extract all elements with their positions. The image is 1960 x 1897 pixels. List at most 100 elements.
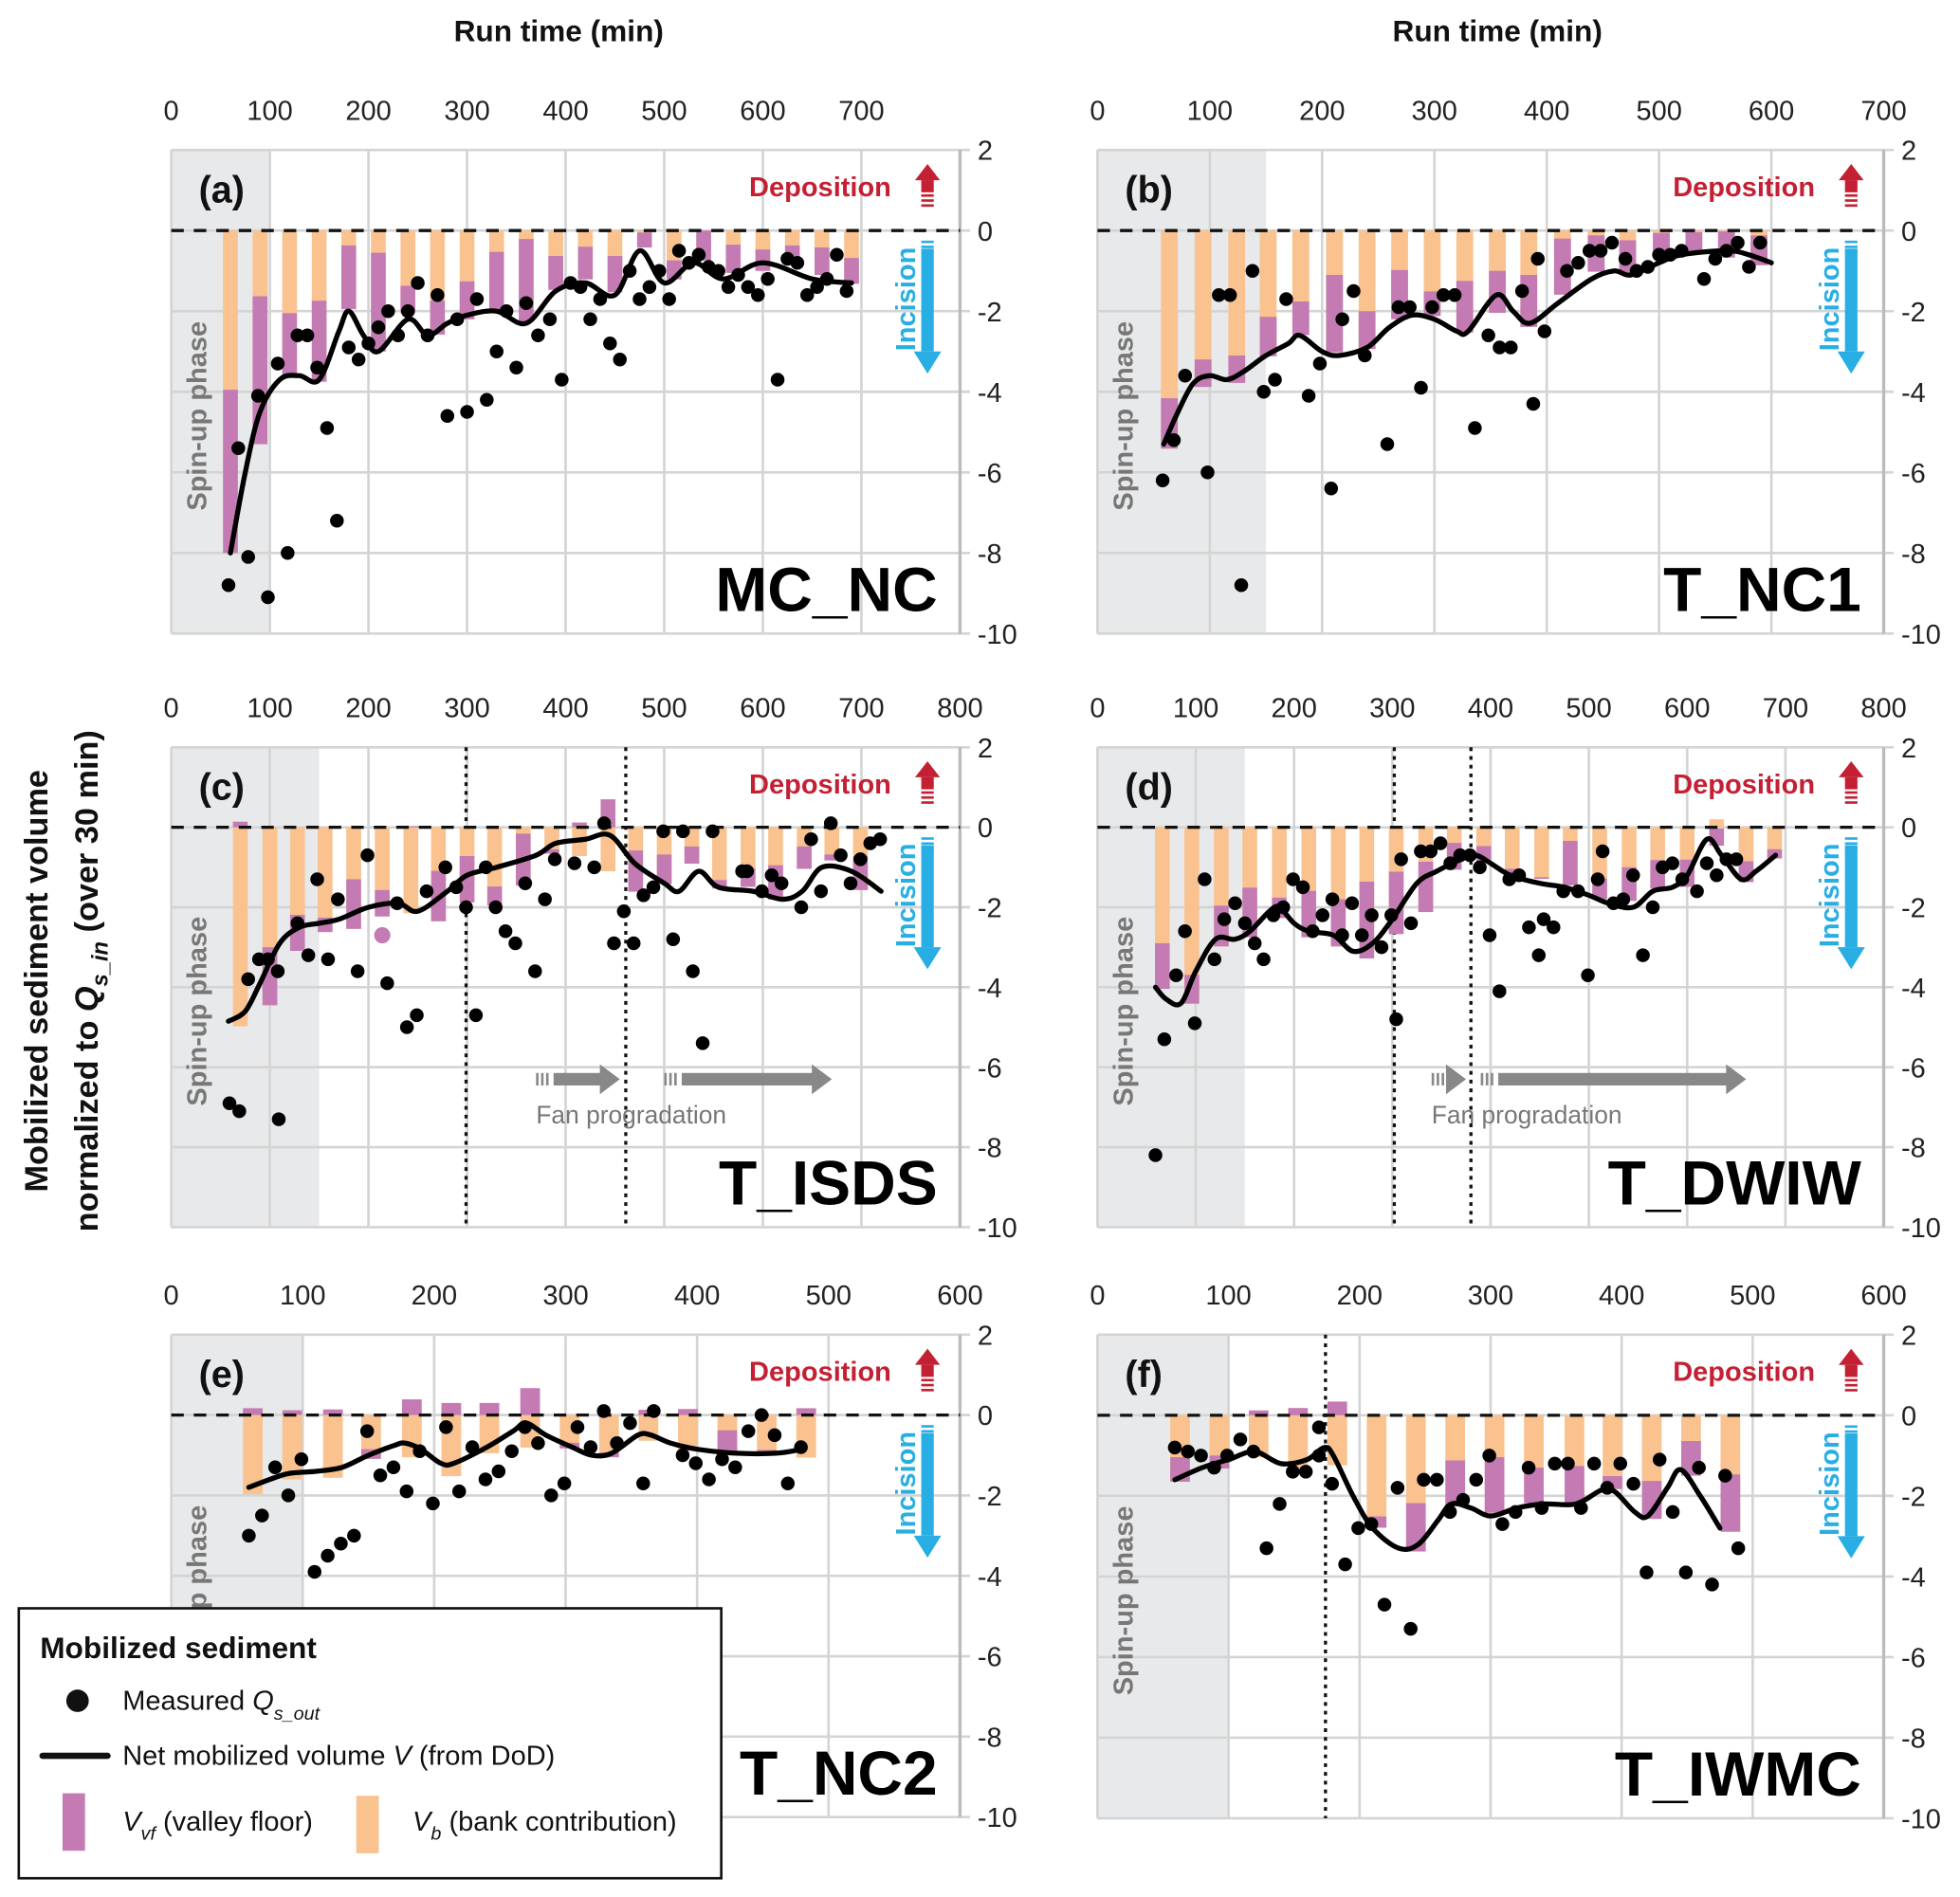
deposition-arrow-icon	[914, 164, 941, 208]
measured-dot	[1194, 1449, 1208, 1463]
y-tick-label: -4	[1901, 974, 1926, 1004]
measured-dot	[1365, 908, 1379, 922]
x-tick-label: 0	[164, 694, 179, 724]
y-tick-label: -2	[978, 894, 1002, 924]
y-tick-label: 0	[978, 217, 993, 247]
measured-dot	[1155, 473, 1170, 488]
y-axis-title-line1: Mobilized sediment volume	[19, 770, 55, 1193]
fan-progradation-arrow-icon	[1480, 1064, 1747, 1095]
net-volume-line	[246, 1420, 805, 1490]
measured-dot	[1312, 356, 1328, 371]
bar-valley-floor	[1489, 270, 1506, 313]
measured-dot	[1522, 920, 1536, 935]
measured-dot	[751, 287, 765, 302]
measured-dot	[646, 880, 661, 895]
spinup-label: Spin-up phase	[183, 321, 213, 511]
y-tick-label: -2	[1901, 894, 1926, 924]
y-tick-label: 2	[1901, 734, 1916, 764]
measured-dot	[1351, 1521, 1365, 1536]
y-tick-label: -8	[978, 539, 1002, 570]
measured-dot	[1493, 340, 1507, 355]
measured-dot	[301, 948, 316, 962]
deposition-label: Deposition	[749, 1358, 891, 1388]
arrow-tail-stripe	[921, 1378, 934, 1382]
measured-dot	[596, 816, 612, 830]
y-tick-label: 2	[1901, 1321, 1916, 1351]
legend-net-prefix: Net mobilized volume	[122, 1741, 393, 1771]
measured-dot	[1273, 1497, 1287, 1511]
bar-valley-floor	[1720, 1474, 1741, 1532]
measured-dot	[1531, 948, 1547, 962]
measured-dot	[1157, 1031, 1172, 1047]
bar-valley-floor	[797, 846, 812, 869]
measured-dot	[373, 1468, 388, 1483]
measured-dot	[270, 964, 285, 978]
y-tick-label: -4	[1901, 1562, 1926, 1593]
incision-label: Incision	[1815, 247, 1845, 352]
measured-dot	[764, 868, 779, 883]
measured-dot	[1447, 287, 1462, 302]
bar-bank	[243, 1414, 263, 1495]
y-axis-title-line2: normalized to Qs_in (over 30 min)	[69, 730, 114, 1231]
measured-dot	[1481, 328, 1495, 342]
y-title-prefix: normalized to	[69, 1012, 105, 1231]
fan-progradation-arrow-icon	[664, 1064, 833, 1095]
measured-dot	[1259, 1541, 1273, 1556]
y-tick-label: -10	[1901, 620, 1941, 650]
bar-valley-floor	[1259, 317, 1277, 356]
measured-dot	[270, 356, 285, 371]
y-tick-label: -8	[1901, 1134, 1926, 1164]
measured-dot	[1391, 300, 1406, 315]
bar-valley-floor	[548, 255, 563, 290]
bar-bank	[318, 827, 333, 933]
arrow-tail-stripe	[1844, 240, 1858, 244]
arrow-tail-stripe	[664, 1072, 668, 1085]
x-tick-label: 100	[247, 694, 292, 724]
x-tick-label: 0	[1090, 694, 1105, 724]
measured-dot	[1178, 924, 1192, 939]
measured-dot	[307, 1564, 321, 1579]
measured-dot	[359, 1424, 375, 1438]
measured-dot	[814, 884, 829, 899]
measured-dot	[1571, 255, 1585, 270]
y-tick-label: -10	[1901, 1805, 1941, 1835]
measured-dot	[1626, 868, 1640, 883]
measured-dot	[1536, 912, 1551, 926]
arrow-shaft	[1844, 1364, 1858, 1377]
bar-valley-floor	[346, 879, 361, 929]
y-tick-label: 2	[978, 734, 993, 764]
measured-dot	[1228, 896, 1242, 911]
measured-dot	[1390, 1481, 1405, 1495]
panel-label: (d)	[1125, 767, 1172, 809]
measured-dot	[1315, 908, 1329, 922]
measured-dot	[1198, 872, 1212, 886]
measured-dot	[1504, 340, 1518, 355]
measured-dot	[460, 405, 474, 419]
bar-valley-floor	[1249, 1410, 1269, 1415]
measured-dot	[1678, 1565, 1694, 1579]
measured-dot	[741, 1424, 756, 1438]
arrow-tail-stripe	[1844, 204, 1858, 208]
measured-dot	[294, 1452, 309, 1467]
measured-dot	[688, 1456, 704, 1470]
measured-dot	[1207, 952, 1221, 967]
y-tick-label: -4	[978, 974, 1002, 1004]
y-tick-label: -10	[978, 1213, 1017, 1244]
bar-valley-floor	[322, 1409, 343, 1415]
measured-dot	[774, 876, 789, 890]
measured-dot	[1526, 396, 1541, 411]
arrow-shaft	[1844, 1432, 1858, 1537]
arrow-tail-stripe	[1480, 1072, 1484, 1085]
measured-dot	[426, 1496, 440, 1511]
bar-valley-floor	[282, 1410, 302, 1415]
measured-dot	[1380, 437, 1395, 451]
bar-valley-floor	[520, 1388, 540, 1415]
measured-dot	[705, 824, 720, 839]
measured-dot	[1636, 948, 1650, 962]
measured-dot	[632, 292, 647, 306]
panel-t-dwiw: 0 100 200 300 400 500 600 700 800 2 0 -2 -4 -6 -8 -10 Sp…	[1090, 694, 1941, 1244]
measured-dot	[491, 1464, 506, 1479]
measured-dot	[347, 1528, 361, 1543]
y-axis-title: Mobilized sediment volume normalized to …	[19, 730, 113, 1231]
bar-bank	[232, 827, 248, 1027]
